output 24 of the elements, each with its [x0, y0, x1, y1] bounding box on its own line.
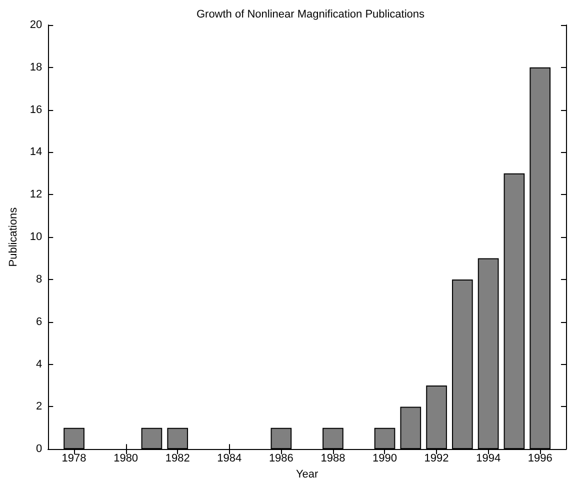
y-tick-label: 16 — [30, 104, 42, 116]
y-tick-label: 20 — [30, 19, 42, 31]
x-tick-label: 1978 — [62, 452, 86, 465]
y-tick-label: 2 — [36, 400, 42, 413]
y-axis-title: Publications — [8, 206, 20, 267]
x-tick-label: 1984 — [217, 452, 242, 465]
y-tick-label: 6 — [36, 316, 42, 328]
x-tick-label: 1982 — [165, 452, 190, 465]
x-tick-label: 1994 — [476, 452, 501, 465]
y-tick-label: 14 — [30, 146, 42, 158]
x-tick-label: 1988 — [320, 452, 346, 465]
x-tick-label: 1992 — [424, 452, 449, 465]
x-axis-title: Year — [296, 468, 319, 480]
y-tick-label: 10 — [30, 231, 42, 244]
x-tick-label: 1980 — [114, 452, 138, 465]
x-tick-label: 1986 — [268, 452, 294, 465]
y-tick-label: 12 — [30, 188, 42, 201]
y-tick-label: 4 — [36, 358, 42, 370]
x-tick-label: 1990 — [372, 452, 397, 465]
y-tick-label: 0 — [36, 443, 42, 456]
x-tick-label: 1996 — [528, 452, 552, 465]
y-tick-label: 8 — [36, 273, 42, 286]
chart-title: Growth of Nonlinear Magnification Publications — [196, 8, 426, 20]
y-tick-label: 18 — [30, 61, 42, 74]
